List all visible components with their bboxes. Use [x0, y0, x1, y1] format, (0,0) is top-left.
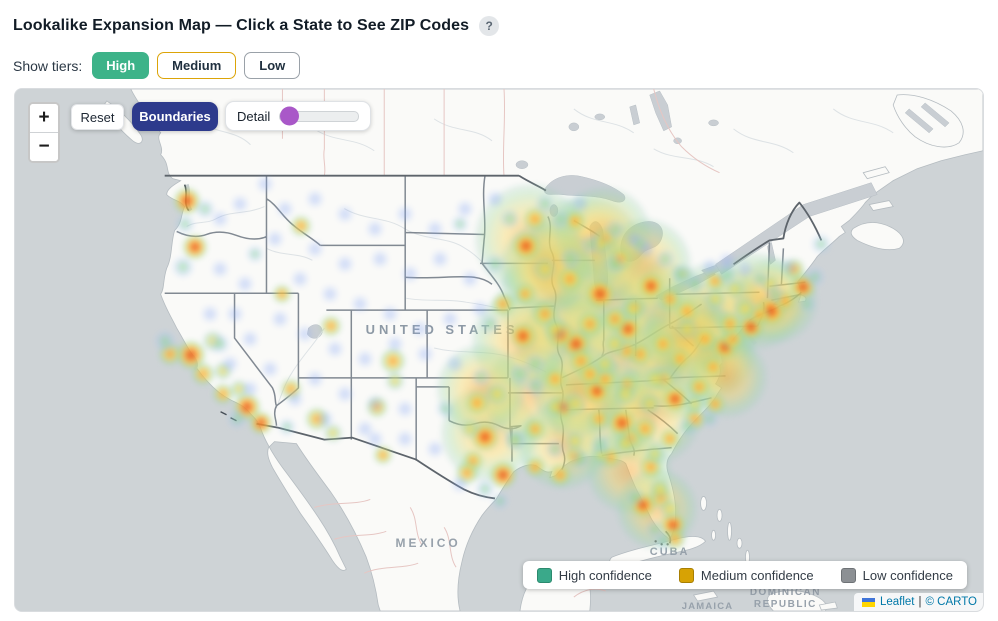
map-canvas[interactable]: UNITED STATES MEXICO CUBA DOMINICAN REPU…	[15, 89, 983, 611]
detail-label: Detail	[237, 108, 271, 124]
legend-swatch-icon	[678, 567, 694, 583]
tier-button-low[interactable]: Low	[244, 52, 301, 79]
legend: High confidence Medium confidence Low conf…	[522, 561, 967, 589]
detail-slider-track[interactable]	[279, 106, 359, 126]
legend-swatch-icon	[840, 567, 856, 583]
tier-button-high[interactable]: High	[92, 52, 150, 79]
zoom-divider	[30, 132, 58, 133]
map-label-mexico: MEXICO	[396, 536, 461, 550]
detail-control: Detail	[225, 101, 371, 131]
reset-button[interactable]: Reset	[71, 104, 124, 130]
map-label-cuba: CUBA	[650, 546, 690, 558]
carto-link[interactable]: © CARTO	[925, 596, 977, 608]
zoom-in-button[interactable]: +	[30, 104, 58, 132]
legend-item: High confidence	[536, 567, 652, 583]
detail-slider-handle[interactable]	[280, 106, 300, 126]
tier-filter-row: Show tiers: High Medium Low	[13, 52, 301, 79]
tier-button-medium[interactable]: Medium	[157, 52, 237, 79]
zoom-out-button[interactable]: −	[30, 133, 58, 161]
legend-item: Low confidence	[840, 567, 953, 583]
zoom-control: + −	[28, 102, 60, 163]
map-label-united-states: UNITED STATES	[366, 322, 519, 337]
attribution: Leaflet | © CARTO	[853, 593, 983, 611]
boundaries-button[interactable]: Boundaries	[132, 102, 218, 131]
legend-item: Medium confidence	[678, 567, 814, 583]
legend-label: High confidence	[558, 567, 652, 583]
leaflet-link[interactable]: Leaflet	[879, 596, 915, 608]
page-title: Lookalike Expansion Map — Click a State …	[13, 17, 470, 34]
tiers-label: Show tiers:	[13, 57, 83, 74]
legend-label: Medium confidence	[700, 567, 814, 583]
help-icon[interactable]: ?	[479, 16, 500, 36]
ukraine-flag-icon	[861, 597, 875, 607]
attribution-separator: |	[918, 596, 922, 608]
legend-label: Low confidence	[862, 567, 953, 583]
map-container[interactable]: UNITED STATES MEXICO CUBA DOMINICAN REPU…	[14, 88, 984, 612]
legend-swatch-icon	[536, 567, 552, 583]
map-label-dominican-1: DOMINICAN	[750, 587, 821, 598]
header: Lookalike Expansion Map — Click a State …	[13, 16, 500, 36]
map-label-jamaica: JAMAICA	[682, 601, 734, 611]
map-label-dominican-2: REPUBLIC	[754, 599, 817, 610]
